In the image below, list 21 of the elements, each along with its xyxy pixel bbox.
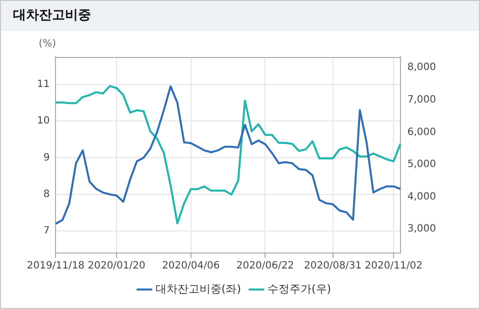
y2-tick-label: 3,000	[407, 224, 436, 235]
y2-tick-label: 7,000	[407, 94, 436, 106]
x-tick-label: 2020/06/22	[236, 260, 294, 272]
chart-title: 대차잔고비중	[1, 1, 479, 31]
y-tick-label: 10	[36, 116, 50, 127]
y2-tick-label: 5,000	[407, 159, 436, 170]
y2-tick-label: 8,000	[407, 62, 436, 74]
y-tick-label: 9	[43, 152, 50, 164]
y-tick-label: 7	[43, 226, 50, 237]
x-tick-label: 2019/11/18	[26, 260, 85, 272]
x-tick-label: 2020/11/02	[364, 260, 422, 272]
x-tick-label: 2020/01/20	[88, 260, 146, 272]
y-axis-title: (%)	[38, 38, 56, 50]
legend-label: 수정주가(우)	[268, 282, 332, 296]
y-tick-label: 11	[36, 79, 50, 90]
x-tick-label: 2020/04/06	[162, 260, 220, 272]
y-tick-label: 8	[43, 188, 50, 200]
y2-tick-label: 6,000	[407, 126, 436, 138]
y2-tick-label: 4,000	[407, 191, 436, 202]
x-tick-label: 2020/08/31	[304, 260, 362, 272]
legend-label: 대차잔고비중(좌)	[155, 282, 242, 296]
